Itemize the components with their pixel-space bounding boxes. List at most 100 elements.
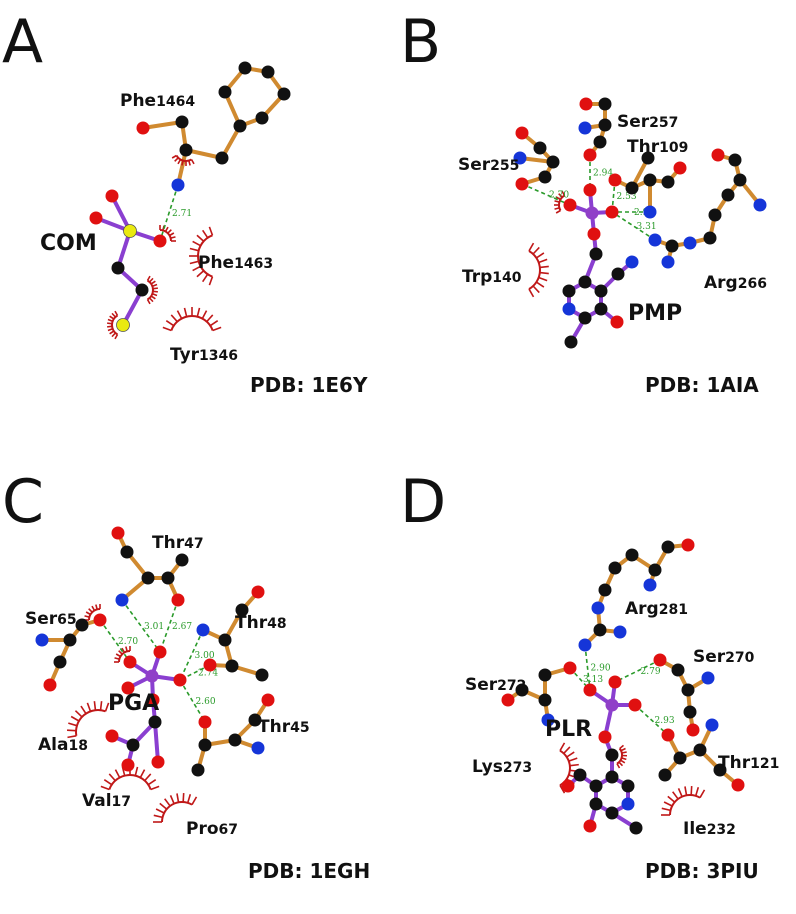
arc-spoke [563,746,571,755]
pdb-label: PDB: 1E6Y [250,373,368,397]
atom [255,111,269,125]
arc-spoke [111,332,117,338]
residue-label: Thr47 [152,533,204,553]
bond-distance: 2.94 [593,169,613,179]
residue-label: Arg266 [704,273,767,293]
atom [148,715,162,729]
arc-spoke [164,226,169,232]
atom [643,578,657,592]
atom [198,715,212,729]
atom [625,548,639,562]
arc-spoke [107,318,113,322]
arc-spoke [162,326,172,332]
arc-spoke [554,200,560,203]
hydrogen-bond [179,629,204,681]
hydrophobic-arc [175,154,192,162]
hydrophobic-arc [669,794,701,816]
residue-number: 1464 [156,94,195,110]
atom [705,718,719,732]
atom [151,755,165,769]
residue-number: 47 [184,536,203,552]
atom [625,181,639,195]
atom [141,571,155,585]
arc-spoke [148,277,154,283]
atom [605,205,619,219]
atom [251,585,265,599]
residue-label: Thr121 [718,753,779,773]
atom [629,821,643,835]
residue-name: Arg [704,273,738,293]
arc-spoke [95,604,98,610]
atom [538,693,552,707]
arc-spoke [212,326,222,332]
atom [120,545,134,559]
bond-distance: 2.70 [549,191,569,201]
arc-spoke [164,798,171,807]
residue-number: 273 [503,760,532,776]
residue-number: 266 [738,276,767,292]
atom [136,121,150,135]
ligand-label: PGA [108,691,159,716]
arc-spoke [114,334,119,340]
hydrophobic-arc [558,194,566,211]
arc-spoke [699,789,706,799]
arc-spoke [85,611,91,616]
residue-label: Ser255 [458,155,519,175]
atom [728,153,742,167]
arc-spoke [155,808,165,814]
hydrophobic-arc [108,774,152,790]
residue-label: Thr48 [235,613,287,633]
arc-spoke [153,814,163,819]
residue-number: 270 [725,650,754,666]
panel-letter: D [400,467,446,537]
atom [515,683,529,697]
atom [93,613,107,627]
arc-spoke [146,275,151,281]
arc-spoke [196,270,205,278]
arc-spoke [146,299,151,305]
arc-spoke [618,761,624,767]
residue-name: Phe [120,91,156,111]
atom [563,198,577,212]
atom [589,797,603,811]
atom [713,763,727,777]
atom [175,115,189,129]
bond [141,120,184,130]
residue-name: Thr [627,137,660,157]
atom [661,255,675,269]
residue-number: 65 [57,612,76,628]
arc-spoke [559,742,566,752]
arc-spoke [169,232,175,237]
arc-spoke [170,236,176,239]
atom [648,563,662,577]
arc-spoke [68,722,78,727]
arc-spoke [684,786,688,796]
ligand-label: COM [40,231,97,256]
residue-number: 18 [68,738,87,754]
atom [594,302,608,316]
atom [562,302,576,316]
residue-name: Thr [718,753,751,773]
atom [628,698,642,712]
atom [123,655,137,669]
bond-distance: 3.00 [195,651,215,661]
atom [203,658,217,672]
residue-label: Arg281 [625,599,688,619]
arc-spoke [139,769,146,778]
bond-distance: 3.31 [637,222,657,232]
atom [643,173,657,187]
hydrophobic-arc [161,801,193,823]
atom [681,538,695,552]
atom [561,779,575,793]
atom [594,284,608,298]
residue-number: 121 [750,756,779,772]
residue-label: Thr45 [258,717,310,737]
atom [515,126,529,140]
arc-spoke [150,295,156,300]
atom [673,751,687,765]
atom [121,758,135,772]
hydrophobic-arc [146,279,154,301]
atom [235,603,249,617]
